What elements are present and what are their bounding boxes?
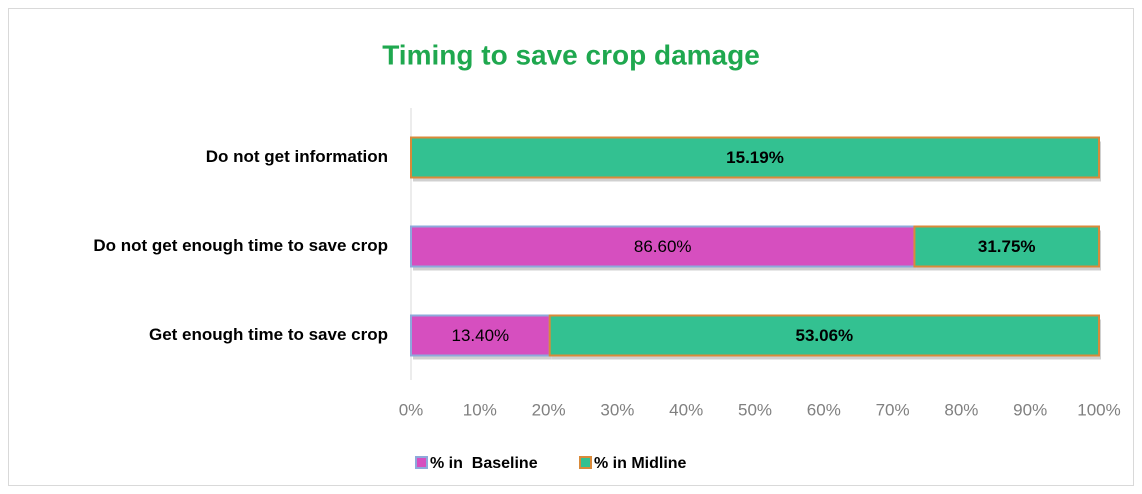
bar: [913, 225, 1101, 268]
y-tick-label: Do not get information: [206, 147, 388, 166]
x-tick-label: 60%: [807, 400, 841, 419]
legend-swatch: [579, 456, 592, 469]
value-label: 31.75%: [978, 237, 1036, 256]
y-tick-label: Do not get enough time to save crop: [93, 236, 388, 255]
x-tick-label: 20%: [532, 400, 566, 419]
x-tick-label: 10%: [463, 400, 497, 419]
x-tick-label: 70%: [876, 400, 910, 419]
x-tick-label: 80%: [944, 400, 978, 419]
x-tick-label: 50%: [738, 400, 772, 419]
legend-label: % in Baseline: [430, 455, 538, 472]
value-label: 15.19%: [726, 148, 784, 167]
value-label: 13.40%: [452, 326, 510, 345]
bar: [548, 314, 1100, 357]
x-tick-label: 0%: [399, 400, 424, 419]
y-tick-label: Get enough time to save crop: [149, 325, 388, 344]
bar: [410, 136, 1100, 179]
value-label: 53.06%: [796, 326, 854, 345]
x-tick-label: 90%: [1013, 400, 1047, 419]
legend-swatch: [415, 456, 428, 469]
bar: [410, 225, 916, 268]
chart-title: Timing to save crop damage: [382, 39, 760, 70]
x-tick-label: 100%: [1077, 400, 1120, 419]
value-label: 86.60%: [634, 237, 692, 256]
x-tick-label: 30%: [600, 400, 634, 419]
bar: [410, 314, 551, 357]
x-tick-label: 40%: [669, 400, 703, 419]
legend-label: % in Midline: [594, 455, 687, 472]
